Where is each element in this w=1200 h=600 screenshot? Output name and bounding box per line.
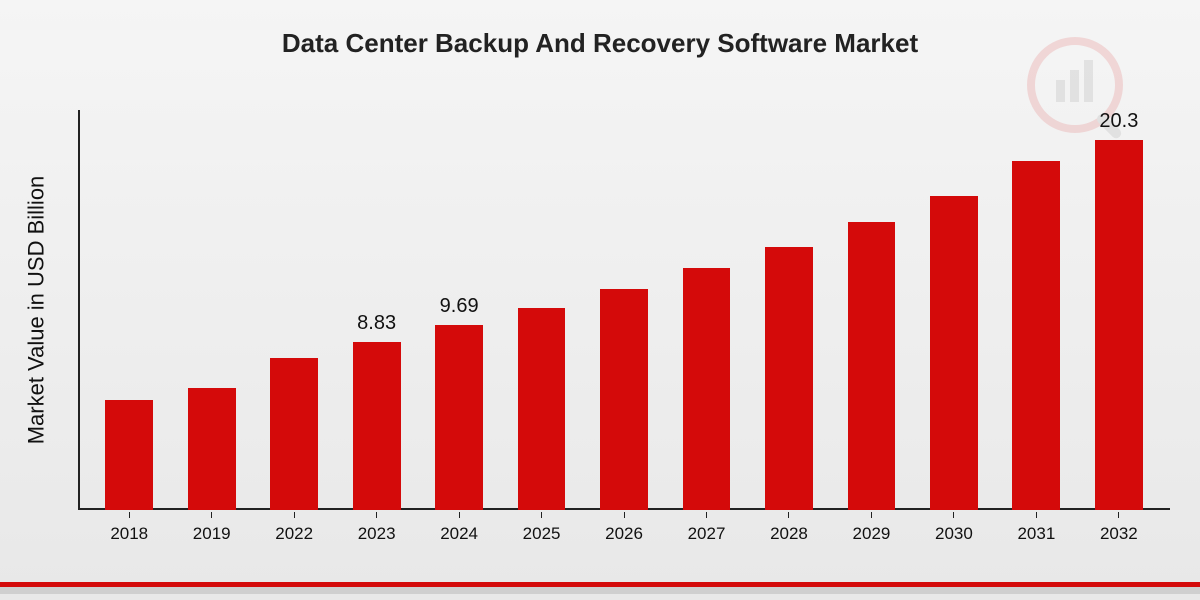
bar xyxy=(105,400,153,510)
bar-slot: 2022 xyxy=(253,110,335,510)
x-tick xyxy=(706,512,707,518)
bar-slot: 2025 xyxy=(500,110,582,510)
x-axis-tick-label: 2026 xyxy=(605,524,643,544)
bar xyxy=(518,308,566,510)
bar-value-label: 9.69 xyxy=(440,295,479,319)
y-axis-label-wrap: Market Value in USD Billion xyxy=(18,110,54,510)
bar-slot: 2026 xyxy=(583,110,665,510)
x-tick xyxy=(1118,512,1119,518)
bar-slot: 2018 xyxy=(88,110,170,510)
x-axis-tick-label: 2022 xyxy=(275,524,313,544)
bar-slot: 8.832023 xyxy=(335,110,417,510)
x-tick xyxy=(211,512,212,518)
x-tick xyxy=(129,512,130,518)
x-tick xyxy=(294,512,295,518)
bar xyxy=(270,358,318,510)
footer-grey-stripe xyxy=(0,587,1200,594)
x-axis-tick-label: 2032 xyxy=(1100,524,1138,544)
bar xyxy=(600,289,648,510)
bar-slot: 2030 xyxy=(913,110,995,510)
bar xyxy=(1095,140,1143,510)
x-axis-tick-label: 2019 xyxy=(193,524,231,544)
bar xyxy=(1012,161,1060,510)
plot-area: 2018201920228.8320239.692024202520262027… xyxy=(78,110,1170,510)
x-tick xyxy=(1036,512,1037,518)
x-axis-tick-label: 2025 xyxy=(523,524,561,544)
bar xyxy=(848,222,896,510)
x-tick xyxy=(871,512,872,518)
bars-container: 2018201920228.8320239.692024202520262027… xyxy=(78,110,1170,510)
x-axis-tick-label: 2029 xyxy=(853,524,891,544)
y-axis-label: Market Value in USD Billion xyxy=(23,176,49,445)
x-axis-tick-label: 2031 xyxy=(1017,524,1055,544)
bar-slot: 9.692024 xyxy=(418,110,500,510)
bar-value-label: 20.3 xyxy=(1099,110,1138,134)
x-axis-tick-label: 2023 xyxy=(358,524,396,544)
bar-slot: 2019 xyxy=(170,110,252,510)
bar-slot: 2031 xyxy=(995,110,1077,510)
bar-slot: 2029 xyxy=(830,110,912,510)
bar xyxy=(765,247,813,510)
chart-page: Data Center Backup And Recovery Software… xyxy=(0,0,1200,600)
x-axis-tick-label: 2024 xyxy=(440,524,478,544)
footer-decor xyxy=(0,582,1200,594)
bar-slot: 2028 xyxy=(748,110,830,510)
bar-slot: 2027 xyxy=(665,110,747,510)
x-axis-tick-label: 2018 xyxy=(110,524,148,544)
x-tick xyxy=(953,512,954,518)
x-tick xyxy=(376,512,377,518)
bar xyxy=(683,268,731,510)
bar xyxy=(435,325,483,510)
bar xyxy=(188,388,236,510)
x-axis-tick-label: 2030 xyxy=(935,524,973,544)
x-axis-tick-label: 2028 xyxy=(770,524,808,544)
x-axis-tick-label: 2027 xyxy=(688,524,726,544)
bar xyxy=(930,196,978,510)
x-tick xyxy=(541,512,542,518)
x-tick xyxy=(624,512,625,518)
x-tick xyxy=(788,512,789,518)
x-tick xyxy=(459,512,460,518)
bar xyxy=(353,342,401,510)
bar-value-label: 8.83 xyxy=(357,312,396,336)
bar-slot: 20.32032 xyxy=(1078,110,1160,510)
